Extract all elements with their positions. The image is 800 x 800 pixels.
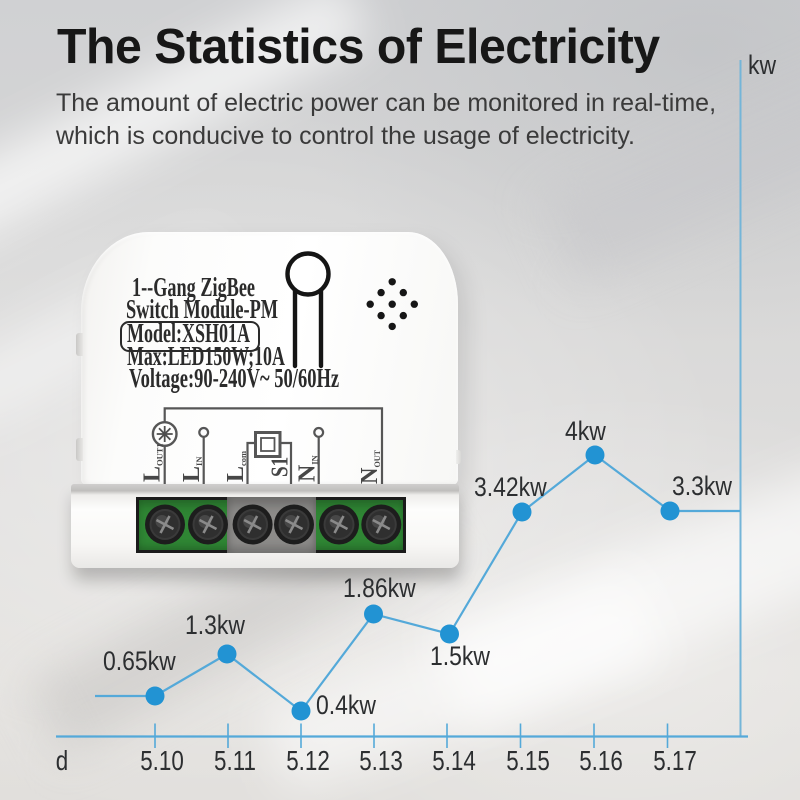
svg-text:NIN: NIN	[295, 454, 321, 482]
svg-text:LIN: LIN	[179, 456, 205, 482]
svg-text:Lcom: Lcom	[223, 451, 249, 482]
svg-text:LOUT1: LOUT1	[140, 443, 166, 482]
svg-text:S1: S1	[267, 457, 294, 477]
svg-text:NOUT: NOUT	[356, 450, 383, 484]
